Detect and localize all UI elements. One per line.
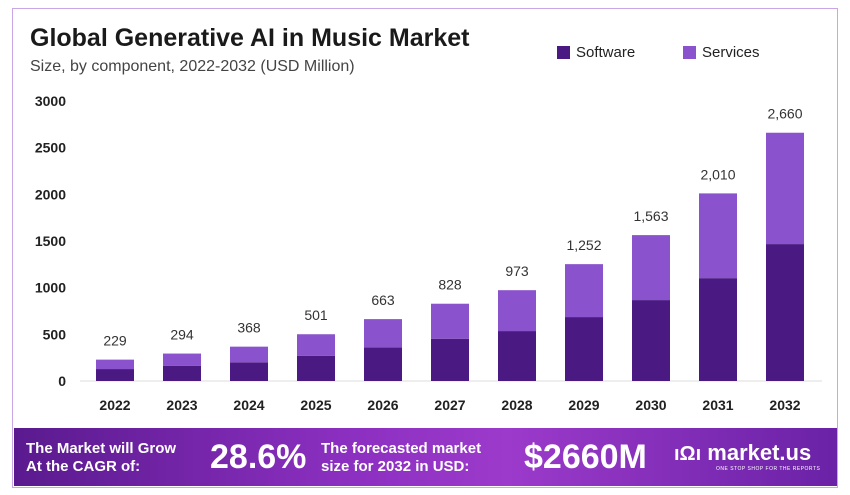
y-tick-label: 0 xyxy=(58,373,66,389)
cagr-line2: At the CAGR of: xyxy=(26,458,141,475)
forecast-line1: The forecasted market xyxy=(321,440,482,457)
x-tick-label: 2031 xyxy=(702,397,733,413)
legend-swatch-services xyxy=(683,46,696,59)
legend-label: Services xyxy=(702,44,760,61)
x-tick-label: 2032 xyxy=(769,397,800,413)
logo-icon: ıΩı xyxy=(674,443,702,465)
bar-software-2032 xyxy=(766,244,804,381)
forecast-value: $2660M xyxy=(524,438,647,476)
bar-services-2027 xyxy=(431,303,469,339)
bar-services-2025 xyxy=(297,334,335,356)
data-label-2029: 1,252 xyxy=(566,237,601,253)
bar-services-2032 xyxy=(766,132,804,245)
logo-text: market.us xyxy=(707,440,812,465)
forecast-line2: size for 2032 in USD: xyxy=(321,458,470,475)
legend-software: Software xyxy=(557,44,635,61)
chart-subtitle: Size, by component, 2022-2032 (USD Milli… xyxy=(30,58,355,75)
data-label-2026: 663 xyxy=(371,292,395,308)
x-tick-label: 2030 xyxy=(635,397,666,413)
bar-services-2026 xyxy=(364,319,402,348)
footer-banner: The Market will Grow At the CAGR of: 28.6… xyxy=(14,428,837,486)
bar-services-2023 xyxy=(163,353,201,366)
y-tick-label: 1000 xyxy=(35,280,66,296)
x-tick-label: 2027 xyxy=(434,397,465,413)
cagr-line1: The Market will Grow xyxy=(26,440,177,457)
chart-title: Global Generative AI in Music Market xyxy=(30,24,470,52)
data-label-2028: 973 xyxy=(505,263,529,279)
y-tick-label: 500 xyxy=(43,326,67,342)
bar-software-2024 xyxy=(230,362,268,381)
data-label-2025: 501 xyxy=(304,307,328,323)
bar-software-2023 xyxy=(163,365,201,381)
bar-services-2030 xyxy=(632,235,670,301)
legend-label: Software xyxy=(576,44,636,61)
market-us-logo: ıΩı market.us xyxy=(674,440,811,466)
bar-chart: 0 500 1000 1500 2000 2500 3000 229 2022 294 2023 36… xyxy=(35,93,822,413)
legend-swatch-software xyxy=(557,46,570,59)
bar-software-2031 xyxy=(699,278,737,381)
bar-services-2029 xyxy=(565,264,603,318)
data-label-2022: 229 xyxy=(103,333,127,349)
cagr-label: The Market will Grow At the CAGR of: xyxy=(26,440,176,476)
bar-software-2027 xyxy=(431,338,469,381)
y-tick-label: 1500 xyxy=(35,233,66,249)
bar-software-2030 xyxy=(632,300,670,381)
bar-services-2031 xyxy=(699,193,737,279)
y-tick-label: 2500 xyxy=(35,140,66,156)
logo-tagline: ONE STOP SHOP FOR THE REPORTS xyxy=(716,466,821,472)
x-tick-label: 2022 xyxy=(99,397,130,413)
bar-services-2022 xyxy=(96,359,134,370)
y-tick-label: 3000 xyxy=(35,93,66,109)
data-label-2030: 1,563 xyxy=(633,208,668,224)
data-label-2027: 828 xyxy=(438,277,462,293)
x-tick-label: 2025 xyxy=(300,397,331,413)
legend-services: Services xyxy=(683,44,760,61)
x-tick-label: 2029 xyxy=(568,397,599,413)
bar-software-2029 xyxy=(565,317,603,381)
x-tick-label: 2023 xyxy=(166,397,197,413)
x-tick-label: 2024 xyxy=(233,397,264,413)
bar-services-2024 xyxy=(230,346,268,363)
chart-frame xyxy=(12,8,838,488)
bar-services-2028 xyxy=(498,290,536,332)
forecast-label: The forecasted market size for 2032 in US… xyxy=(321,440,481,476)
data-label-2032: 2,660 xyxy=(767,106,802,122)
y-tick-label: 2000 xyxy=(35,186,66,202)
data-label-2023: 294 xyxy=(170,327,194,343)
bar-software-2026 xyxy=(364,347,402,381)
data-label-2031: 2,010 xyxy=(700,166,735,182)
x-tick-label: 2026 xyxy=(367,397,398,413)
x-tick-label: 2028 xyxy=(501,397,532,413)
bar-software-2025 xyxy=(297,355,335,381)
bar-software-2022 xyxy=(96,369,134,381)
data-label-2024: 368 xyxy=(237,320,261,336)
bar-software-2028 xyxy=(498,331,536,381)
cagr-value: 28.6% xyxy=(210,438,307,476)
